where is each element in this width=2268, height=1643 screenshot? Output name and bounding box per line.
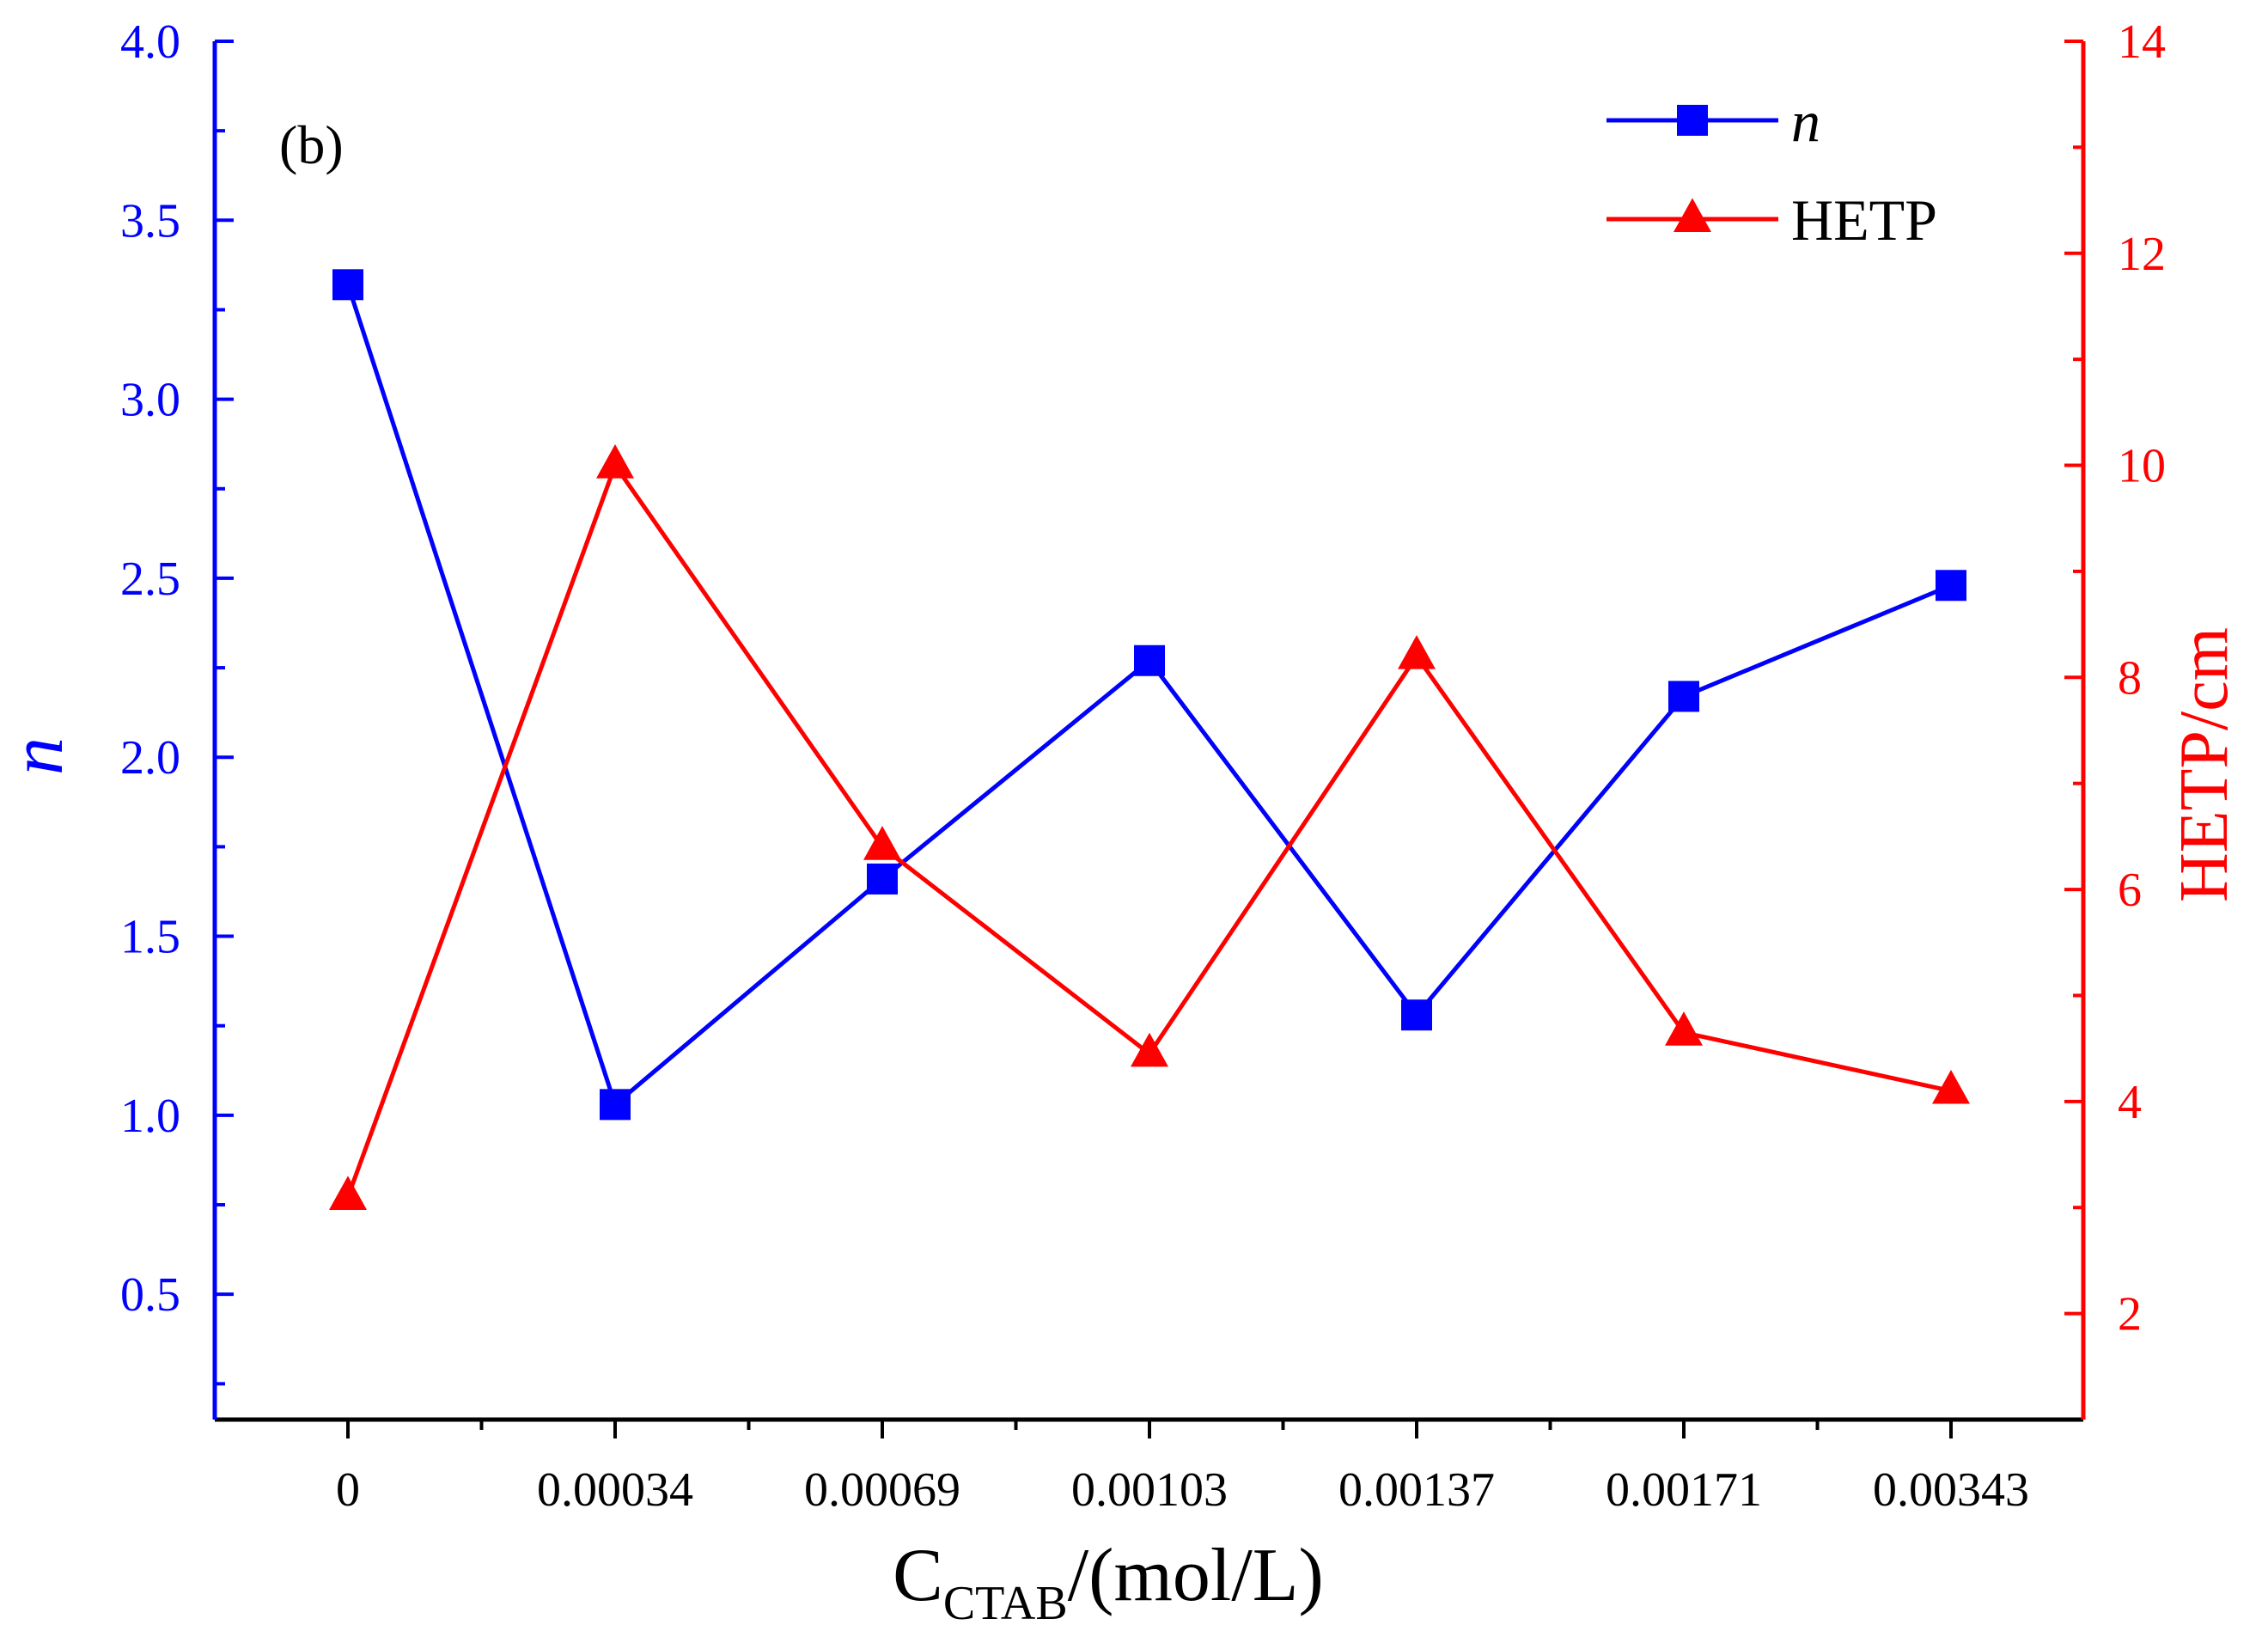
point-HETP [1932, 1069, 1970, 1104]
legend-label-HETP: HETP [1791, 187, 1937, 253]
y-right-axis-title: HETP/cm [2167, 627, 2242, 902]
x-tick-label: 0.00034 [537, 1463, 693, 1517]
y-right-tick-label: 12 [2118, 228, 2166, 281]
legend-marker-n [1677, 105, 1708, 136]
y-left-tick-label: 4.0 [120, 15, 180, 69]
x-tick-label: 0.00103 [1071, 1463, 1228, 1517]
x-tick-label: 0.00069 [804, 1463, 960, 1517]
legend-label-n: n [1791, 89, 1820, 154]
legend: n HETP [1606, 89, 1937, 253]
point-HETP [1665, 1011, 1703, 1046]
x-tick-label: 0 [336, 1463, 360, 1517]
y-left-tick-label: 3.5 [120, 194, 180, 247]
point-n [332, 269, 363, 301]
y-left-tick-label: 1.0 [120, 1090, 180, 1143]
y-right-tick-label: 4 [2118, 1076, 2142, 1129]
y-right-tick-label: 2 [2118, 1288, 2142, 1341]
point-n [867, 863, 898, 895]
point-HETP [863, 826, 901, 860]
x-axis-title-main: C [893, 1534, 943, 1617]
series-line-n [345, 284, 1952, 1109]
y-left-tick-label: 1.5 [120, 911, 180, 964]
y-left-axis-title: n [0, 737, 79, 775]
y-left-tick-label: 2.5 [120, 553, 180, 606]
point-n [1134, 644, 1165, 676]
x-tick-label: 0.00137 [1338, 1463, 1495, 1517]
point-n [1936, 570, 1966, 602]
y-right-tick-label: 10 [2118, 440, 2166, 493]
panel-label: (b) [279, 114, 344, 175]
x-axis-title-subscript: CTAB [943, 1577, 1068, 1630]
point-n [1401, 999, 1432, 1031]
y-right-tick-label: 6 [2118, 864, 2142, 917]
point-HETP [329, 1176, 367, 1210]
series-line-HETP [345, 461, 1952, 1198]
point-HETP [1398, 635, 1436, 669]
x-axis-title-suffix: /(mol/L) [1068, 1534, 1324, 1617]
y-right-tick-label: 8 [2118, 651, 2142, 705]
point-n [600, 1089, 631, 1121]
point-HETP [596, 443, 634, 479]
y-left-tick-label: 0.5 [120, 1268, 180, 1322]
x-tick-label: 0.00171 [1606, 1463, 1762, 1517]
x-axis-title: CCTAB/(mol/L) [893, 1534, 1324, 1630]
axes-layer: 0 0.00034 0.00069 0.00103 0.00137 0.00171 0.00… [120, 15, 2166, 1517]
y-left-tick-label: 2.0 [120, 731, 180, 785]
legend-marker-HETP [1674, 198, 1711, 233]
y-right-tick-label: 14 [2118, 15, 2166, 69]
series-layer [329, 269, 1970, 1210]
y-left-tick-label: 3.0 [120, 374, 180, 427]
x-tick-label: 0.00343 [1873, 1463, 2029, 1517]
point-n [1668, 681, 1699, 712]
point-HETP [1131, 1032, 1168, 1067]
